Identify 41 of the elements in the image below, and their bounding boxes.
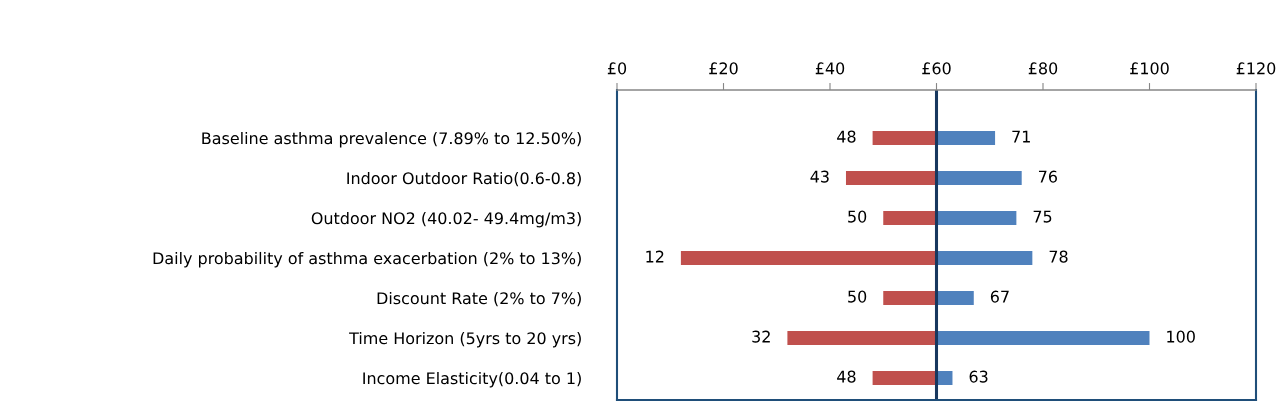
y-tick-label: Baseline asthma prevalence (7.89% to 12.50%) [202, 131, 581, 148]
data-label: 100 [1167, 330, 1195, 343]
x-tick-label: £20 [709, 62, 738, 75]
y-tick-label: Time Horizon (5yrs to 20 yrs) [349, 331, 581, 348]
x-tick-label: £40 [815, 62, 845, 75]
data-label: 12 [646, 250, 664, 263]
y-tick-label: Indoor Outdoor Ratio(0.6-0.8) [347, 171, 581, 187]
data-label: 50 [848, 210, 867, 223]
bar [936, 291, 974, 305]
y-tick-label: Daily probability of asthma exacerbation (2% to 13%) [153, 251, 581, 268]
data-label: 32 [752, 330, 770, 343]
data-label: 48 [837, 130, 856, 143]
data-label: 50 [848, 290, 867, 303]
bar [872, 131, 937, 145]
bar [936, 251, 1033, 265]
bar [845, 171, 937, 185]
y-tick-label: Income Elasticity(0.04 to 1) [363, 371, 581, 388]
bar [936, 331, 1150, 345]
x-tick-label: £120 [1236, 62, 1276, 75]
data-label: 43 [810, 170, 829, 183]
x-tick-label: £80 [1028, 62, 1058, 75]
bar [872, 371, 937, 385]
data-label: 76 [1038, 170, 1057, 183]
data-label: 78 [1049, 250, 1068, 263]
data-label: 75 [1033, 210, 1052, 223]
bar [936, 171, 1022, 185]
bar [936, 211, 1017, 225]
x-tick-label: £0 [607, 62, 627, 75]
data-label: 71 [1012, 130, 1030, 143]
x-tick-label: £60 [922, 62, 951, 75]
data-label: 48 [837, 370, 856, 383]
bar [936, 131, 996, 145]
y-tick-label: Discount Rate (2% to 7%) [377, 291, 581, 307]
bar [883, 291, 937, 305]
x-tick-label: £100 [1130, 62, 1169, 75]
data-label: 63 [969, 370, 988, 383]
y-tick-label: Outdoor NO2 (40.02- 49.4mg/m3) [311, 211, 581, 228]
bar [787, 331, 937, 345]
data-label: 67 [990, 290, 1009, 303]
bar [883, 211, 937, 225]
bar [680, 251, 937, 265]
